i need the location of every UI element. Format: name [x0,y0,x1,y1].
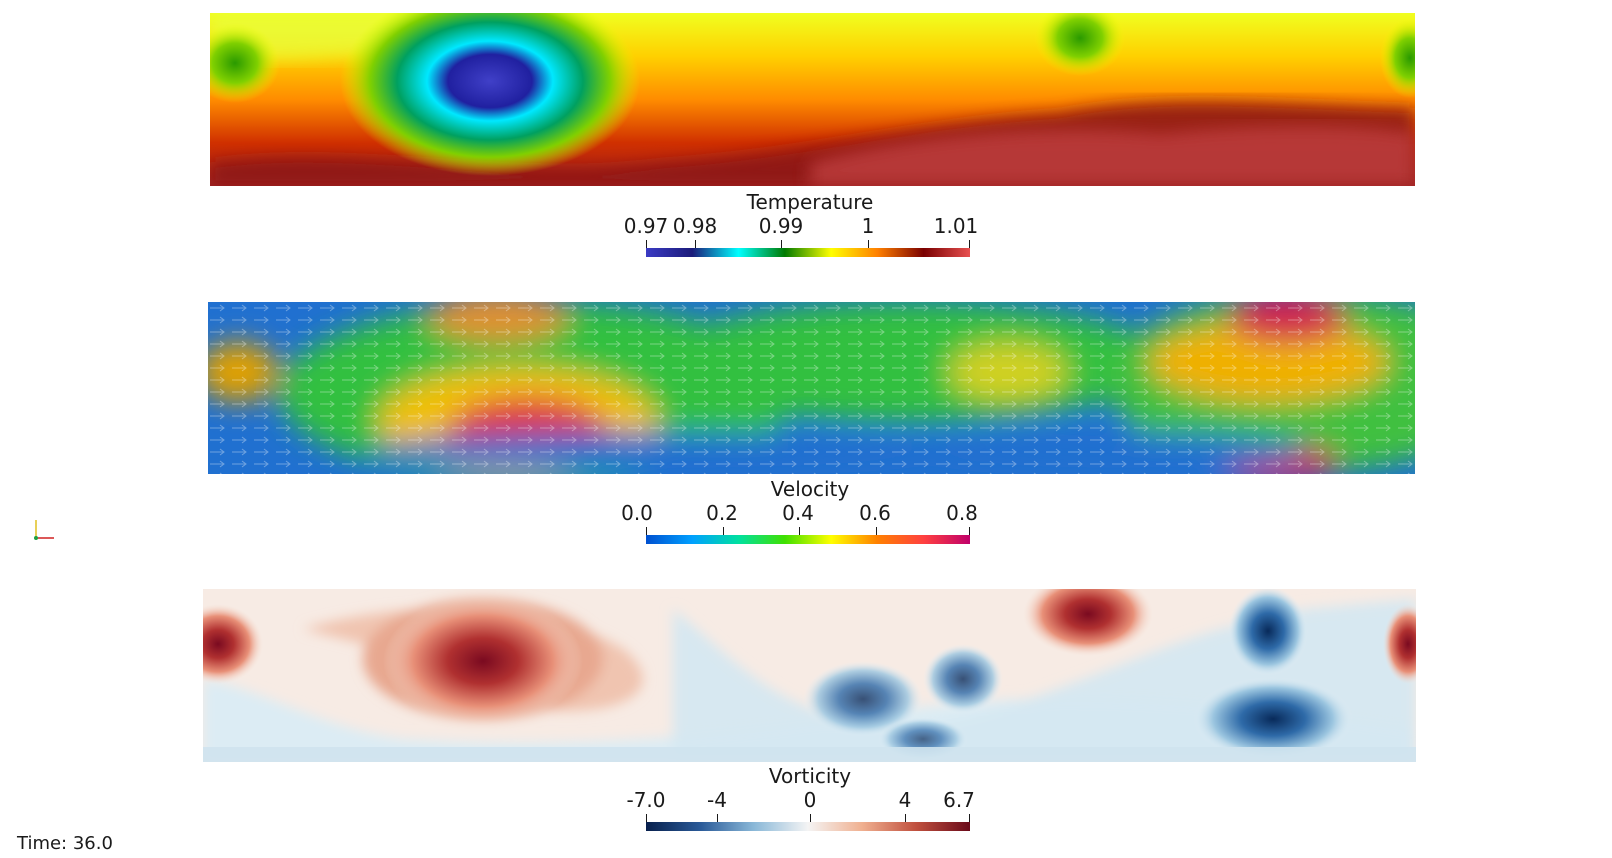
vorticity-field-view[interactable] [203,589,1416,762]
temperature-colorbar: Temperature 0.97 0.98 0.99 1 1.01 [600,190,1020,270]
vorticity-tick-label: 6.7 [943,788,975,812]
velocity-tick-label: 0.0 [621,501,653,525]
vorticity-colorbar: Vorticity -7.0 -4 0 4 6.7 [600,764,1020,844]
vorticity-tick-label: 0 [803,788,817,812]
time-annotation: Time: 36.0 [17,833,113,854]
orientation-axes-widget[interactable] [32,516,58,542]
velocity-tick-label: 0.2 [706,501,738,525]
velocity-field-plot [208,302,1415,474]
velocity-tick-label: 0.4 [782,501,814,525]
temperature-tick-label: 0.97 [623,214,669,238]
vorticity-tick-label: -4 [707,788,727,812]
velocity-tick-label: 0.8 [946,501,978,525]
temperature-tick-label: 1.01 [933,214,979,238]
velocity-field-view[interactable] [208,302,1415,474]
temperature-colorbar-title: Temperature [746,190,874,214]
vorticity-colorbar-title: Vorticity [768,764,852,788]
velocity-color-ramp [646,535,970,544]
velocity-tick-labels: 0.0 0.2 0.4 0.6 0.8 [600,501,1020,525]
temperature-color-ramp [646,248,970,257]
temperature-tick-label: 0.98 [672,214,718,238]
temperature-tick-labels: 0.97 0.98 0.99 1 1.01 [600,214,1020,238]
vorticity-color-ramp [646,822,970,831]
velocity-tick-label: 0.6 [859,501,891,525]
velocity-colorbar: Velocity 0.0 0.2 0.4 0.6 0.8 [600,477,1020,557]
temperature-tick-label: 1 [861,214,875,238]
temperature-field-view[interactable] [210,13,1415,186]
temperature-field-plot [210,13,1415,186]
velocity-colorbar-title: Velocity [770,477,850,501]
vorticity-tick-label: 4 [898,788,912,812]
vorticity-field-plot [203,589,1416,762]
orientation-axes-icon [34,520,54,540]
vorticity-tick-label: -7.0 [626,788,666,812]
temperature-tick-label: 0.99 [758,214,804,238]
vorticity-tick-labels: -7.0 -4 0 4 6.7 [600,788,1020,812]
